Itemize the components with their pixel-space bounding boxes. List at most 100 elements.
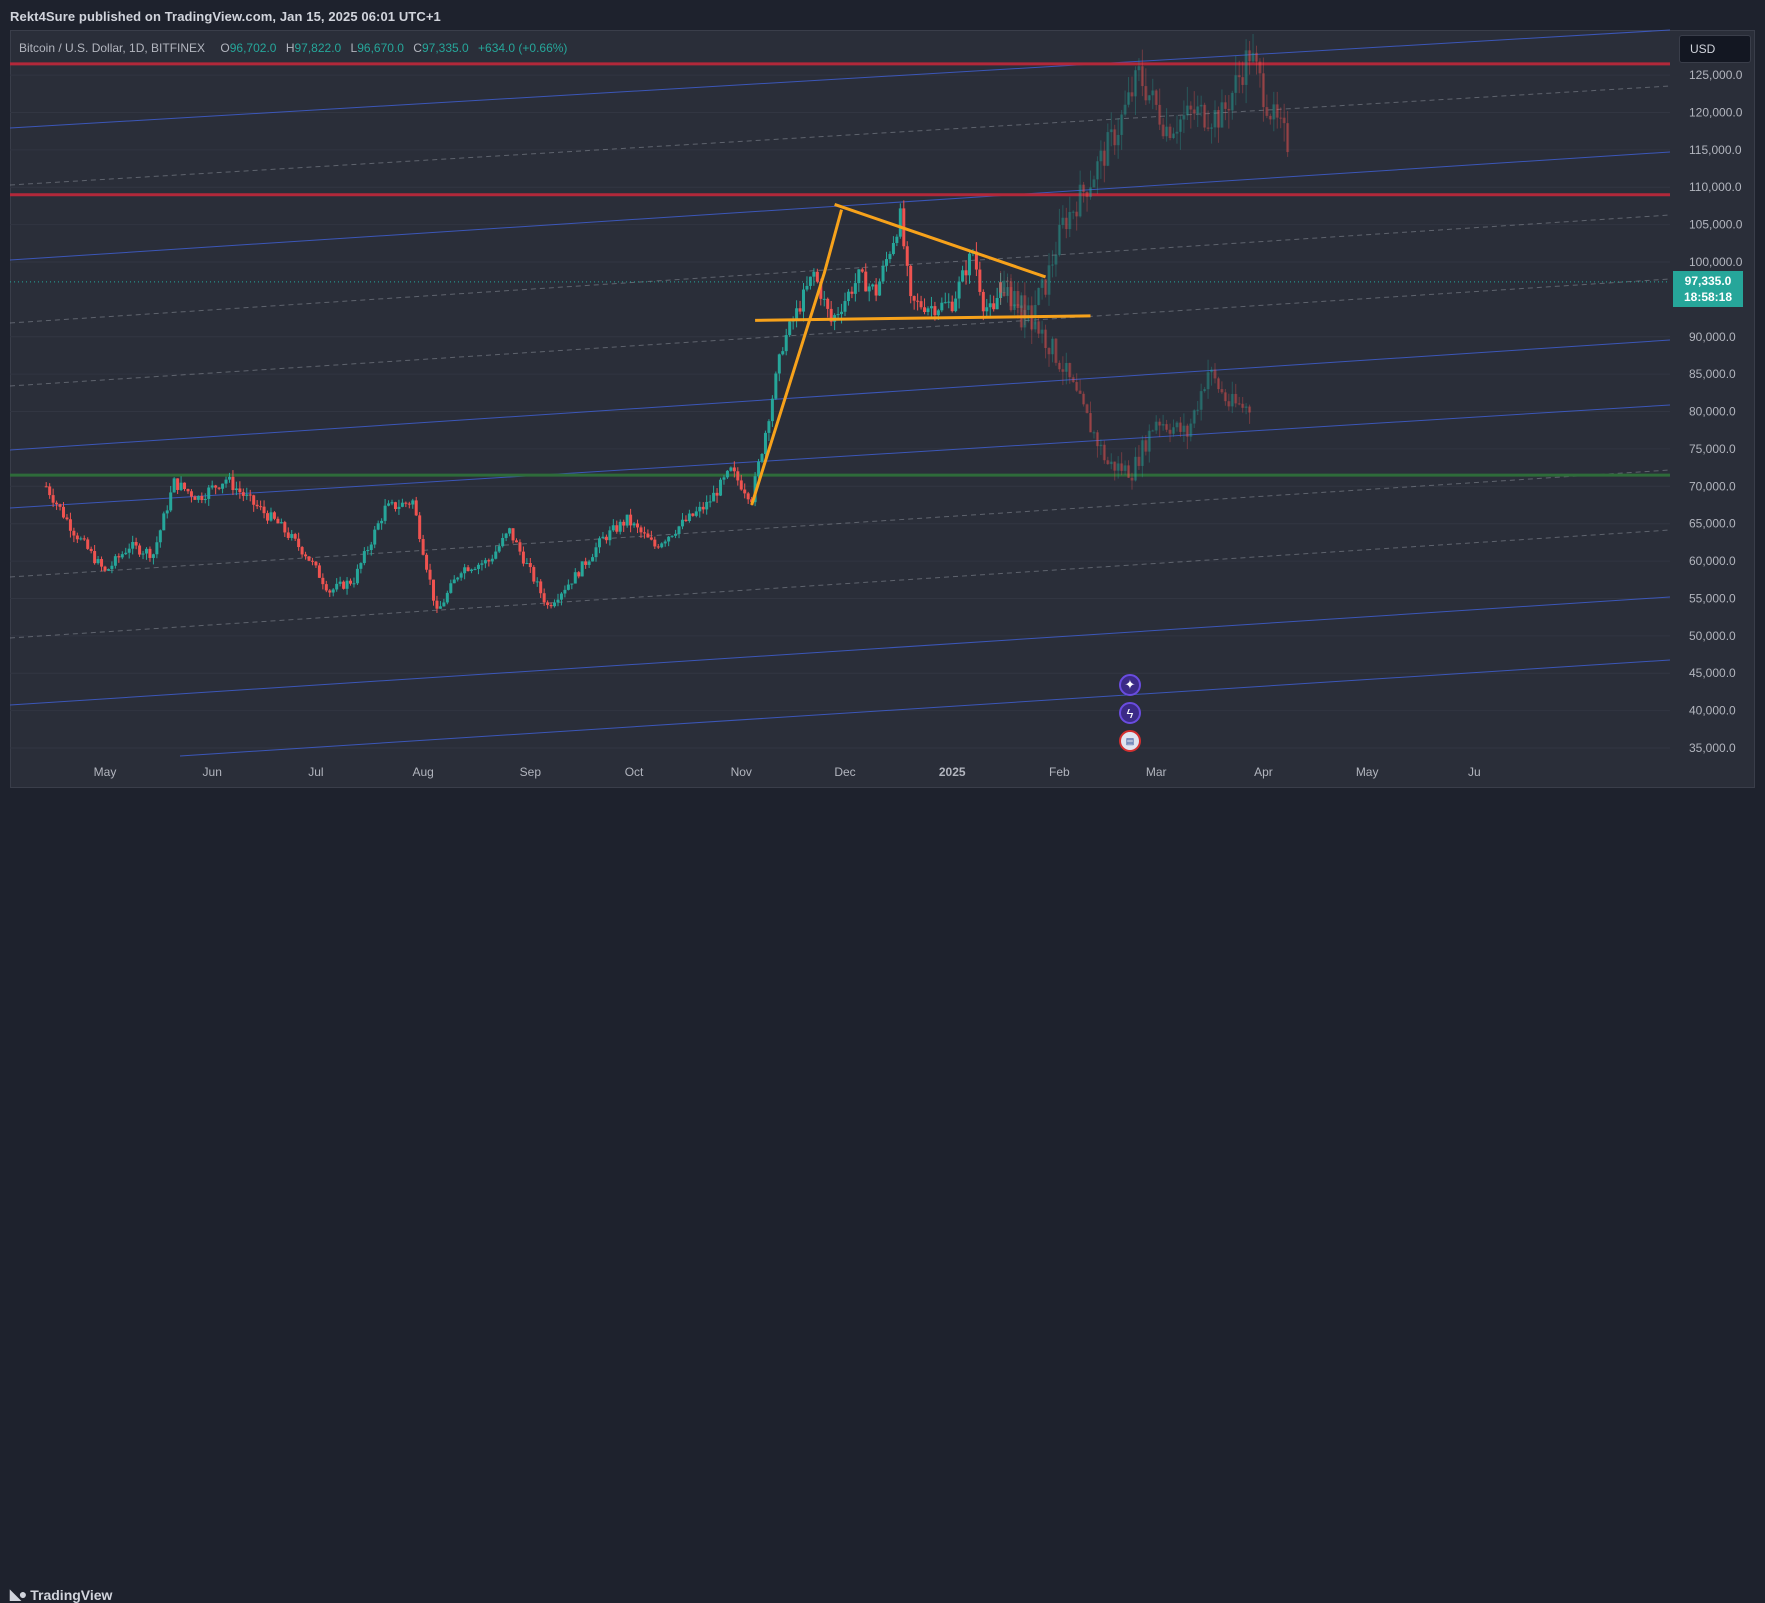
candle-body [438, 606, 442, 609]
candle-body [967, 253, 971, 276]
candle-body [577, 572, 581, 577]
price-tick-label: 115,000.0 [1689, 143, 1742, 157]
tradingview-logo[interactable]: ◣● TradingView [10, 1586, 112, 1603]
candle-body [1116, 134, 1120, 146]
candle-body [456, 577, 460, 580]
candle-body [1113, 129, 1117, 146]
candle-body [898, 208, 902, 237]
candle-body [1175, 422, 1179, 428]
candle-body [1182, 425, 1186, 432]
candle-body [1140, 66, 1144, 87]
candle-body [1123, 465, 1127, 471]
lightning-event-icon[interactable]: ϟ [1119, 702, 1141, 724]
candle-body [1071, 377, 1075, 383]
candle-body [435, 600, 439, 609]
candle-body [369, 544, 373, 551]
candle-body [1120, 463, 1124, 471]
candle-body [1213, 369, 1217, 379]
candle-body [1120, 114, 1124, 135]
pennant-pattern [750, 203, 1091, 506]
projection-candles [999, 34, 1290, 490]
candle-body [874, 284, 878, 296]
low-key: L [350, 41, 358, 55]
us-flag-event-icon[interactable]: ▤ [1119, 730, 1141, 752]
candle-body [75, 535, 79, 540]
candle-body [176, 478, 180, 490]
candle-body [110, 565, 114, 570]
candle-body [985, 307, 989, 312]
candle-body [1095, 432, 1099, 447]
candle-body [255, 504, 259, 507]
candle-body [1210, 369, 1214, 373]
candle-body [1241, 77, 1245, 85]
candle-body [1286, 123, 1290, 153]
candle-body [857, 269, 861, 284]
candle-body [373, 529, 377, 545]
candle-body [995, 297, 999, 310]
candle-body [1068, 362, 1072, 378]
time-tick-label: Feb [1049, 765, 1070, 779]
candle-body [1016, 304, 1020, 306]
price-chart[interactable]: 125,000.0 120,000.0 115,000.0 110,000.0 105,… [0, 0, 1765, 788]
candle-body [964, 270, 968, 276]
price-tick-label: 85,000.0 [1689, 367, 1736, 381]
price-tick-label: 80,000.0 [1689, 405, 1736, 419]
candle-body [1075, 382, 1079, 391]
candle-body [923, 307, 927, 313]
candle-body [1206, 127, 1210, 129]
currency-selector[interactable]: USD [1679, 35, 1751, 63]
candle-body [732, 467, 736, 472]
channel-lines [9, 29, 1671, 757]
candle-body [622, 521, 626, 526]
candle-body [162, 513, 166, 531]
candle-body [1127, 92, 1131, 105]
time-tick-label: Oct [625, 765, 644, 779]
candle-body [103, 566, 107, 571]
candle-body [186, 489, 190, 492]
candle-body [974, 251, 978, 270]
candle-body [566, 584, 570, 590]
candle-body [1154, 421, 1158, 431]
candle-body [798, 308, 802, 312]
candle-body [224, 479, 228, 484]
candle-body [867, 286, 871, 292]
candle-body [1168, 429, 1172, 434]
candle-body [473, 568, 477, 570]
price-tick-label: 110,000.0 [1689, 180, 1742, 194]
candle-body [158, 530, 162, 543]
candle-body [452, 579, 456, 584]
candle-body [822, 298, 826, 300]
candle-body [86, 539, 90, 549]
candle-body [1002, 292, 1006, 297]
candle-body [1095, 161, 1099, 180]
candle-body [214, 485, 218, 488]
candle-body [355, 568, 359, 584]
candle-body [1133, 456, 1137, 481]
candle-body [691, 513, 695, 516]
star-event-icon[interactable]: ✦ [1119, 674, 1141, 696]
candle-body [1078, 390, 1082, 394]
candle-body [736, 471, 740, 481]
candle-body [926, 308, 930, 313]
candle-body [259, 506, 263, 508]
candle-body [1092, 179, 1096, 188]
candle-body [763, 432, 767, 454]
candle-body [1071, 211, 1075, 213]
candle-body [1089, 187, 1093, 198]
candle-body [795, 308, 799, 321]
time-tick-label: Jun [203, 765, 222, 779]
candle-body [767, 421, 771, 433]
candle-body [124, 552, 128, 555]
candle-body [445, 592, 449, 603]
candle-body [687, 513, 691, 522]
candle-body [1050, 338, 1054, 355]
candle-body [992, 303, 996, 310]
candle-body [238, 488, 242, 493]
chart-panel[interactable] [10, 30, 1755, 788]
candle-body [677, 526, 681, 534]
candle-body [777, 354, 781, 374]
candle-body [470, 569, 474, 572]
candle-body [905, 246, 909, 266]
candle-body [1092, 432, 1096, 434]
candle-body [317, 565, 321, 578]
